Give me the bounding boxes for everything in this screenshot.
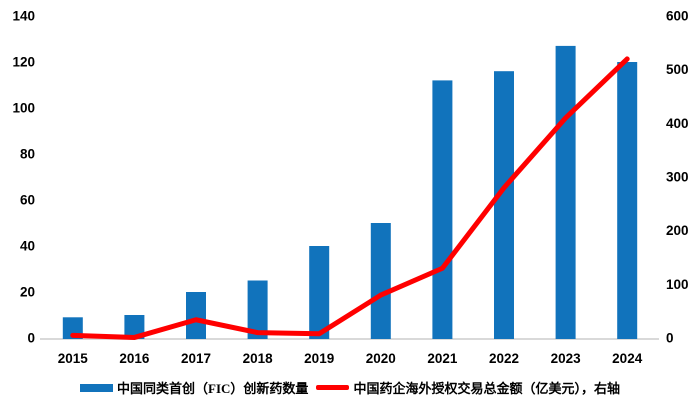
line-series-swatch: [316, 385, 350, 390]
bar-2021: [432, 80, 453, 340]
x-axis-label-2023: 2023: [551, 351, 582, 366]
left-axis-tick-label-0: 0: [27, 331, 35, 346]
bar-series-swatch: [80, 383, 114, 392]
bar-2024: [617, 62, 638, 339]
left-axis-tick-label-120: 120: [12, 55, 35, 70]
bar-2020: [370, 223, 391, 339]
legend-label-fic-bars: 中国同类首创（FIC）创新药数量: [117, 381, 309, 396]
chart-legend: 中国同类首创（FIC）创新药数量 中国药企海外授权交易总金额（亿美元），右轴: [0, 378, 700, 397]
x-axis-label-2016: 2016: [119, 351, 150, 366]
left-axis-tick-label-60: 60: [20, 193, 35, 208]
legend-item-fic-bars: 中国同类首创（FIC）创新药数量: [80, 378, 308, 397]
legend-item-deal-line: 中国药企海外授权交易总金额（亿美元），右轴: [316, 378, 620, 397]
right-axis-tick-label-400: 400: [666, 116, 689, 131]
right-axis-tick-label-100: 100: [666, 277, 689, 292]
bar-2022: [494, 71, 514, 339]
left-axis-tick-label-100: 100: [12, 101, 35, 116]
right-axis-tick-label-200: 200: [666, 223, 689, 238]
right-axis-tick-label-0: 0: [666, 331, 674, 346]
x-axis-label-2018: 2018: [243, 351, 274, 366]
x-axis-label-2020: 2020: [366, 351, 396, 366]
bar-2016: [124, 315, 145, 339]
left-axis-tick-label-40: 40: [20, 239, 35, 254]
right-axis-tick-label-300: 300: [666, 170, 689, 185]
deal-value-line: [70, 56, 630, 340]
x-axis-label-2024: 2024: [612, 351, 643, 366]
x-axis-label-2021: 2021: [427, 351, 458, 366]
x-axis-label-2017: 2017: [181, 351, 211, 366]
legend-label-deal-line: 中国药企海外授权交易总金额（亿美元），右轴: [353, 381, 620, 396]
x-axis-label-2019: 2019: [304, 351, 334, 366]
bar-2023: [555, 45, 576, 340]
right-axis-tick-label-500: 500: [666, 62, 689, 77]
bar-2019: [309, 246, 330, 339]
bar-2017: [186, 292, 206, 339]
left-axis-tick-label-20: 20: [20, 285, 35, 300]
bar-2018: [247, 280, 268, 339]
plot-area: 0 20 40 60 80 100 120 140 0 100 200 300 400 500 600 201…: [12, 9, 689, 367]
left-axis-tick-label-80: 80: [20, 147, 35, 162]
x-axis-label-2022: 2022: [489, 351, 519, 366]
right-axis-tick-label-600: 600: [666, 9, 689, 24]
x-axis-label-2015: 2015: [58, 351, 89, 366]
left-axis-tick-label-140: 140: [12, 9, 35, 24]
